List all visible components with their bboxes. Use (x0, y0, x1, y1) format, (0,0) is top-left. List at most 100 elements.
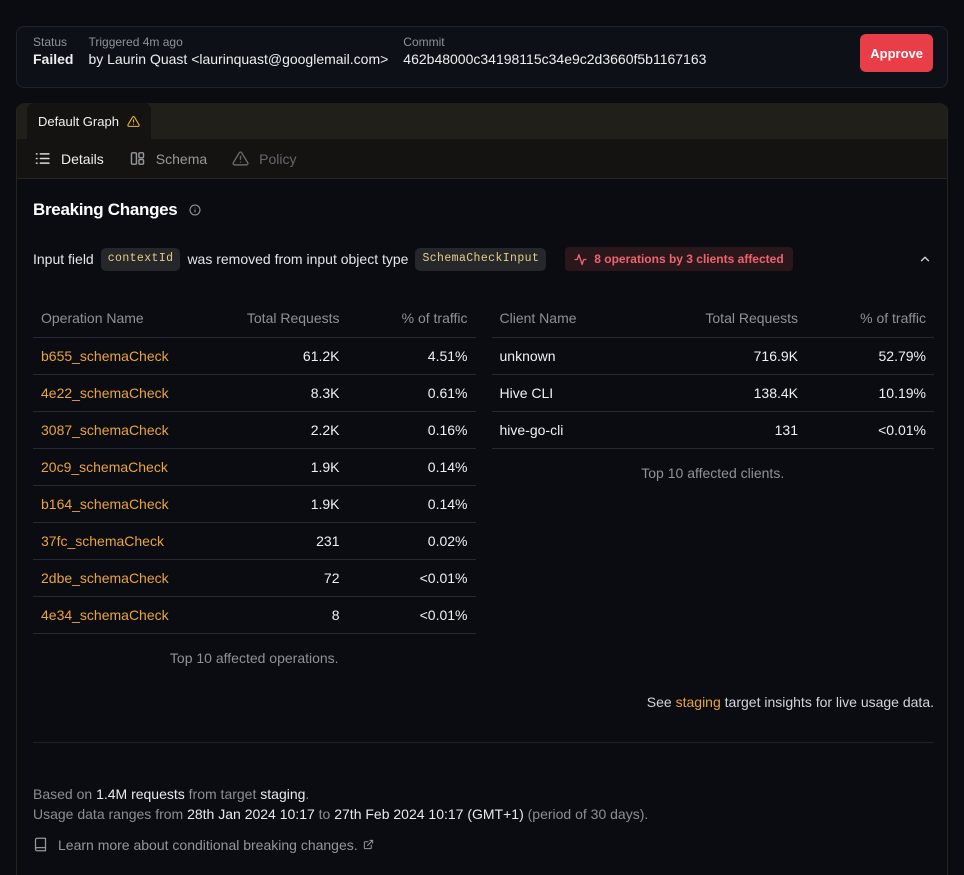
operation-link[interactable]: b164_schemaCheck (41, 495, 169, 512)
operation-traffic: 0.14% (347, 485, 476, 523)
operation-link[interactable]: 2dbe_schemaCheck (41, 569, 169, 586)
collapse-chevron-button[interactable] (916, 250, 934, 268)
status-column: Status Failed (33, 35, 73, 68)
operation-row: b164_schemaCheck 1.9K 0.14% (33, 485, 476, 523)
affected-operations-badge[interactable]: 8 operations by 3 clients affected (565, 247, 793, 271)
see-insights-suffix: target insights for live usage data. (724, 693, 934, 710)
clients-col-requests: Total Requests (686, 300, 806, 338)
range-period: (period of 30 days). (527, 805, 649, 822)
check-meta: Status Failed Triggered 4m ago by Laurin… (33, 35, 706, 68)
operations-table-body: b655_schemaCheck 61.2K 4.51% 4e22_schema… (33, 337, 476, 634)
client-traffic: 10.19% (806, 374, 934, 412)
client-name: hive-go-cli (491, 411, 686, 449)
details-content: Breaking Changes Input field contextId w… (17, 179, 947, 873)
check-panel: Default Graph Details Schema Policy (16, 103, 948, 875)
operations-col-requests: Total Requests (227, 300, 348, 338)
operation-traffic: 0.16% (347, 411, 476, 449)
external-link-icon (363, 839, 374, 850)
based-on-from: from target (188, 785, 257, 802)
based-on-target: staging (260, 785, 306, 802)
breaking-changes-heading-row: Breaking Changes (33, 198, 934, 222)
list-icon (34, 150, 51, 167)
clients-table-wrap: Client Name Total Requests % of traffic … (491, 300, 934, 483)
operation-traffic: 4.51% (347, 337, 476, 375)
based-on-line: Based on 1.4M requests from target stagi… (33, 784, 934, 804)
operation-link[interactable]: 4e22_schemaCheck (41, 384, 169, 401)
based-on-requests: 1.4M requests (96, 785, 185, 802)
based-on-period: . (305, 785, 310, 802)
usage-tables: Operation Name Total Requests % of traff… (33, 300, 934, 668)
operation-link[interactable]: 4e34_schemaCheck (41, 606, 169, 623)
range-end: 27th Feb 2024 10:17 (GMT+1) (334, 805, 524, 822)
warning-triangle-icon (127, 115, 140, 128)
status-value: Failed (33, 51, 74, 67)
operation-traffic: 0.02% (347, 522, 476, 560)
operation-row: b655_schemaCheck 61.2K 4.51% (33, 337, 476, 375)
schema-panels-icon (129, 150, 146, 167)
operations-col-traffic: % of traffic (347, 300, 476, 338)
subnav-item-details[interactable]: Details (34, 150, 104, 167)
triggered-column: Triggered 4m ago by Laurin Quast <laurin… (88, 35, 388, 68)
operation-link[interactable]: 37fc_schemaCheck (41, 532, 164, 549)
range-to: to (318, 805, 331, 822)
operation-requests: 1.9K (227, 448, 348, 486)
subnav-schema-label: Schema (155, 150, 208, 167)
commit-label: Commit (403, 35, 445, 49)
operations-table-header: Operation Name Total Requests % of traff… (33, 300, 476, 338)
operations-table: Operation Name Total Requests % of traff… (33, 300, 476, 634)
client-row: unknown 716.9K 52.79% (491, 337, 934, 375)
operation-row: 4e22_schemaCheck 8.3K 0.61% (33, 374, 476, 412)
range-start: 28th Jan 2024 10:17 (187, 805, 315, 822)
operation-row: 20c9_schemaCheck 1.9K 0.14% (33, 448, 476, 486)
client-row: Hive CLI 138.4K 10.19% (491, 374, 934, 412)
operation-requests: 8 (227, 596, 348, 634)
clients-table-caption: Top 10 affected clients. (641, 464, 785, 481)
tab-default-graph[interactable]: Default Graph (27, 103, 151, 139)
book-icon (33, 837, 48, 852)
client-name: Hive CLI (491, 374, 686, 412)
graph-tabstrip: Default Graph (17, 103, 947, 139)
client-row: hive-go-cli 131 <0.01% (491, 411, 934, 449)
operation-requests: 61.2K (227, 337, 348, 375)
client-traffic: 52.79% (806, 337, 934, 375)
tab-default-graph-label: Default Graph (38, 113, 119, 129)
learn-more-label: Learn more about conditional breaking ch… (58, 836, 358, 853)
subnav-item-policy[interactable]: Policy (232, 150, 297, 167)
operation-link[interactable]: 3087_schemaCheck (41, 421, 169, 438)
clients-table: Client Name Total Requests % of traffic … (491, 300, 934, 449)
clients-col-name: Client Name (491, 300, 686, 338)
learn-more-row: Learn more about conditional breaking ch… (33, 837, 934, 853)
approve-button[interactable]: Approve (860, 34, 933, 72)
operations-col-name: Operation Name (33, 300, 228, 338)
commit-column: Commit 462b48000c34198115c34e9c2d3660f5b… (403, 35, 706, 68)
operation-link[interactable]: 20c9_schemaCheck (41, 458, 168, 475)
operations-table-caption: Top 10 affected operations. (169, 649, 339, 666)
check-subnav: Details Schema Policy (17, 139, 947, 179)
client-requests: 131 (686, 411, 806, 449)
clients-col-traffic: % of traffic (806, 300, 934, 338)
breaking-change-row[interactable]: Input field contextId was removed from i… (33, 245, 934, 273)
see-insights-line: See staging target insights for live usa… (33, 692, 934, 712)
based-on-text: Based on (33, 785, 93, 802)
operation-row: 2dbe_schemaCheck 72 <0.01% (33, 559, 476, 597)
client-requests: 716.9K (686, 337, 806, 375)
operation-requests: 2.2K (227, 411, 348, 449)
client-name: unknown (491, 337, 686, 375)
chevron-up-icon (918, 252, 932, 266)
info-icon[interactable] (189, 204, 201, 216)
subnav-details-label: Details (61, 150, 104, 167)
operation-link[interactable]: b655_schemaCheck (41, 347, 169, 364)
subnav-policy-label: Policy (259, 150, 297, 167)
change-type-chip: SchemaCheckInput (415, 247, 547, 271)
learn-more-link[interactable]: Learn more about conditional breaking ch… (58, 837, 374, 853)
check-status-card: Status Failed Triggered 4m ago by Laurin… (16, 26, 948, 88)
triggered-value: by Laurin Quast <laurinquast@googlemail.… (88, 51, 389, 67)
clients-table-header: Client Name Total Requests % of traffic (491, 300, 934, 338)
footer-divider (33, 741, 934, 743)
commit-value: 462b48000c34198115c34e9c2d3660f5b1167163 (403, 51, 707, 67)
staging-target-link[interactable]: staging (675, 693, 721, 710)
change-field-chip: contextId (100, 247, 181, 271)
client-traffic: <0.01% (806, 411, 934, 449)
subnav-item-schema[interactable]: Schema (129, 150, 207, 167)
operation-requests: 231 (227, 522, 348, 560)
